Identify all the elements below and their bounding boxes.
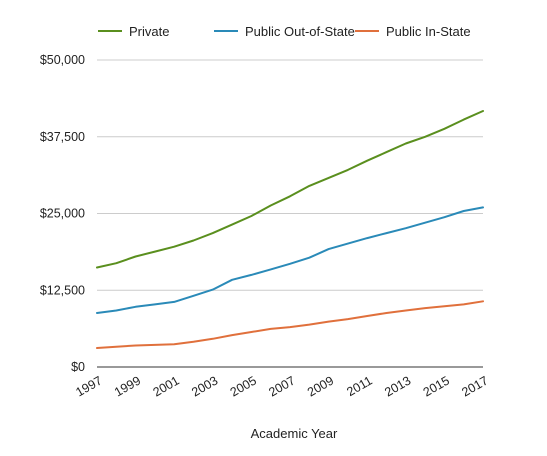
x-tick-label: 2005	[228, 373, 259, 399]
x-tick-label: 2017	[459, 373, 490, 399]
y-tick-label: $0	[71, 360, 85, 374]
series-line-private	[96, 110, 484, 269]
x-axis-tick-labels: 1997 1999 2001 2003 2005 2007 2009 2011 2013 2015…	[73, 373, 490, 399]
y-tick-label: $25,000	[40, 207, 85, 221]
y-axis-tick-labels: $0 $12,500 $25,000 $37,500 $50,000	[40, 53, 85, 374]
legend-label: Private	[129, 24, 169, 39]
x-tick-label: 2009	[305, 373, 336, 399]
x-axis-title: Academic Year	[251, 426, 338, 441]
x-tick-label: 2001	[151, 373, 182, 399]
x-tick-label: 2011	[344, 373, 374, 399]
y-tick-label: $12,500	[40, 283, 85, 297]
x-tick-label: 1997	[73, 373, 104, 399]
legend-label: Public In-State	[386, 24, 471, 39]
x-tick-label: 1999	[112, 373, 143, 399]
x-tick-label: 2007	[266, 373, 297, 399]
y-tick-label: $37,500	[40, 130, 85, 144]
series-line-public-in-state	[96, 300, 484, 349]
x-tick-label: 2015	[421, 373, 452, 399]
legend: Private Public Out-of-State Public In-Stat…	[98, 24, 471, 39]
grid-lines	[97, 59, 483, 368]
series-line-public-out-of-state	[96, 206, 484, 314]
series-lines	[96, 110, 484, 349]
y-tick-label: $50,000	[40, 53, 85, 67]
legend-label: Public Out-of-State	[245, 24, 355, 39]
x-tick-label: 2013	[382, 373, 413, 399]
x-tick-label: 2003	[189, 373, 220, 399]
